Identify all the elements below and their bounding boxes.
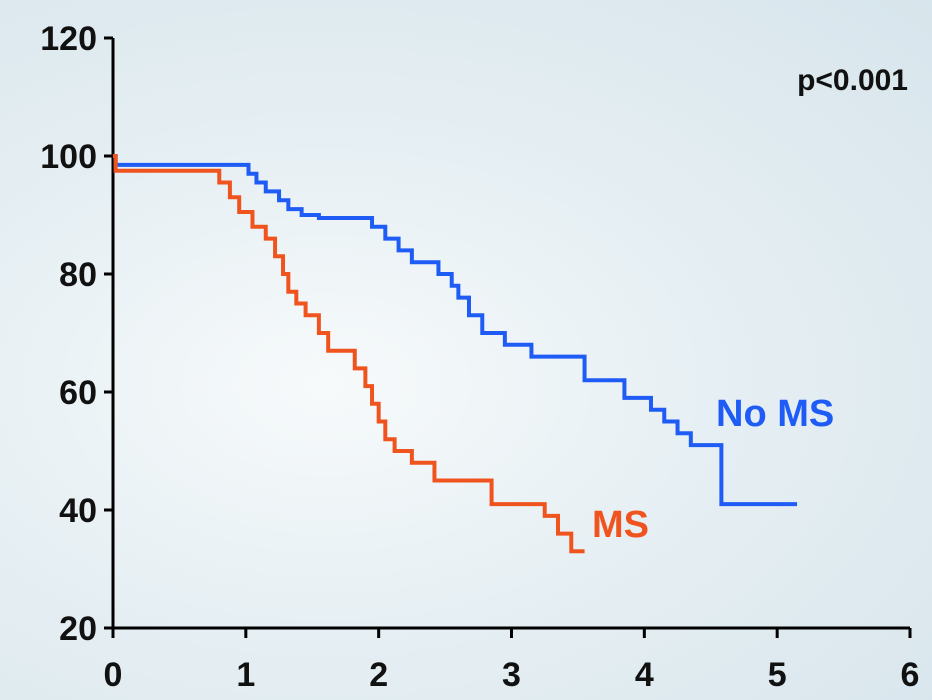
y-tick-label: 40	[59, 492, 97, 530]
series-line-no-ms	[113, 154, 798, 507]
y-tick-label: 60	[59, 374, 97, 412]
x-tick-label: 6	[901, 656, 920, 694]
series-label-no-ms: No MS	[716, 393, 834, 435]
x-tick-label: 4	[635, 656, 654, 694]
x-tick-label: 2	[369, 656, 388, 694]
series-label-ms: MS	[592, 504, 649, 546]
y-tick-label: 80	[59, 256, 97, 294]
x-tick-label: 1	[236, 656, 255, 694]
y-tick-label: 120	[40, 20, 97, 58]
y-tick-label: 20	[59, 610, 97, 648]
x-tick-label: 0	[104, 656, 123, 694]
x-tick-label: 5	[768, 656, 787, 694]
y-tick-label: 100	[40, 138, 97, 176]
p-value-annotation: p<0.001	[797, 64, 908, 97]
series-line-ms	[113, 154, 585, 554]
x-tick-label: 3	[502, 656, 521, 694]
